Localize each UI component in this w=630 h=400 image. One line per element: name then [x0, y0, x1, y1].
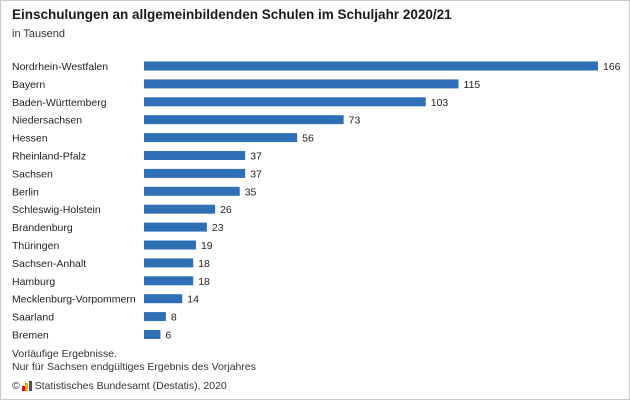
category-label: Sachsen: [12, 168, 53, 180]
category-label: Sachsen-Anhalt: [12, 258, 86, 270]
bar: [144, 151, 246, 160]
category-label: Nordrhein-Westfalen: [12, 61, 108, 73]
category-label: Baden-Württemberg: [12, 97, 107, 109]
chart-subtitle: in Tausend: [12, 28, 66, 40]
category-label: Hessen: [12, 133, 48, 145]
data-label: 18: [198, 276, 210, 288]
category-label: Bayern: [12, 79, 45, 91]
category-label: Saarland: [12, 312, 54, 324]
data-label: 103: [431, 97, 449, 109]
destatis-logo-icon: [21, 381, 32, 391]
data-label: 6: [165, 330, 171, 342]
category-label: Thüringen: [12, 240, 59, 252]
bar: [144, 330, 161, 339]
bar: [144, 276, 194, 286]
data-label: 115: [464, 79, 481, 91]
bar: [144, 294, 183, 304]
bar: [144, 133, 298, 143]
bar: [144, 79, 459, 89]
category-label: Mecklenburg-Vorpommern: [12, 294, 136, 306]
copyright-symbol: ©: [12, 380, 20, 392]
category-label: Hamburg: [12, 276, 55, 288]
category-label: Niedersachsen: [12, 115, 82, 127]
data-label: 37: [250, 168, 262, 180]
data-label: 37: [250, 151, 262, 163]
bar: [144, 97, 426, 107]
bar: [144, 204, 216, 214]
source-line: © Statistisches Bundesamt (Destatis), 20…: [12, 380, 227, 392]
bar-chart: Nordrhein-Westfalen 166 Bayern 115 Baden-Wür…: [12, 61, 621, 342]
category-label: Bremen: [12, 330, 49, 342]
bar: [144, 186, 240, 196]
category-label: Brandenburg: [12, 222, 73, 234]
footnote-preliminary: Vorläufige Ergebnisse.: [12, 348, 118, 360]
bar: [144, 240, 196, 250]
source-text: Statistisches Bundesamt (Destatis), 2020: [34, 380, 227, 392]
bar: [144, 168, 246, 178]
footnote-sachsen: Nur für Sachsen endgültiges Ergebnis des…: [12, 361, 256, 373]
data-label: 23: [212, 222, 224, 234]
bar: [144, 222, 207, 232]
data-label: 18: [198, 258, 210, 270]
data-label: 14: [187, 294, 199, 306]
chart-title: Einschulungen an allgemeinbildenden Schu…: [12, 7, 452, 22]
category-label: Schleswig-Holstein: [12, 204, 101, 216]
bar: [144, 115, 344, 125]
data-label: 8: [171, 312, 177, 324]
bar: [144, 312, 166, 322]
data-label: 166: [603, 61, 621, 73]
bar: [144, 61, 598, 71]
category-label: Berlin: [12, 186, 39, 198]
data-label: 73: [349, 115, 361, 127]
data-label: 35: [245, 186, 257, 198]
data-label: 19: [201, 240, 213, 252]
category-label: Rheinland-Pfalz: [12, 151, 86, 163]
data-label: 56: [302, 133, 314, 145]
bar: [144, 258, 194, 268]
data-label: 26: [220, 204, 232, 216]
